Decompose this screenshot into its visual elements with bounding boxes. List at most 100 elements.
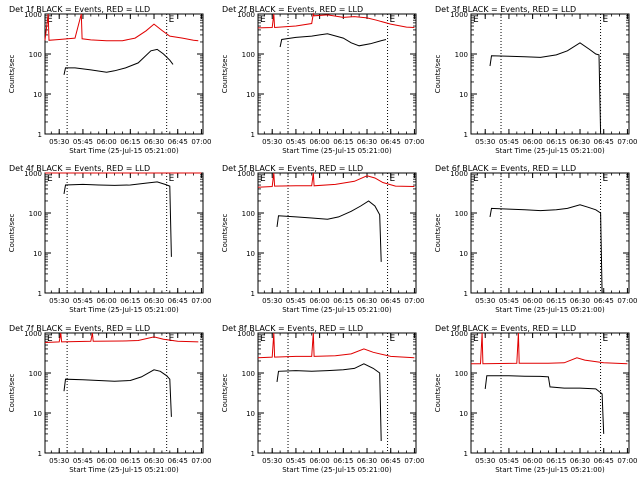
y-axis-label: Counts/sec xyxy=(8,55,16,94)
y-tick-label: 1 xyxy=(464,131,468,139)
marker-label-end: E xyxy=(603,15,609,25)
x-tick-label: 06:45 xyxy=(168,457,188,465)
x-tick-label: 06:45 xyxy=(381,138,401,146)
y-tick-label: 100 xyxy=(455,51,468,59)
marker-label-start: E xyxy=(473,174,479,184)
events-rate-line xyxy=(279,33,387,48)
x-tick-label: 06:30 xyxy=(570,297,590,305)
y-tick-label: 1 xyxy=(251,290,255,298)
x-tick-label: 05:45 xyxy=(73,138,93,146)
y-tick-label: 1 xyxy=(38,290,42,298)
marker-label-end: E xyxy=(390,334,396,344)
x-tick-label: 07:00 xyxy=(404,138,424,146)
x-tick-label: 06:00 xyxy=(97,297,117,305)
marker-label-start: E xyxy=(260,174,266,184)
y-tick-label: 100 xyxy=(242,51,255,59)
panel-title: Det 3f BLACK = Events, RED = LLD xyxy=(435,5,576,14)
x-tick-label: 05:45 xyxy=(286,297,306,305)
y-tick-label: 1000 xyxy=(24,170,42,178)
x-tick-label: 05:45 xyxy=(499,457,519,465)
x-axis-label: Start Time (25-Jul-15 05:21:00) xyxy=(69,147,179,155)
panel-title: Det 5f BLACK = Events, RED = LLD xyxy=(222,164,363,173)
x-axis-label: Start Time (25-Jul-15 05:21:00) xyxy=(282,466,392,474)
y-tick-label: 1 xyxy=(38,450,42,458)
marker-label-end: E xyxy=(169,334,175,344)
x-tick-label: 05:30 xyxy=(475,297,495,305)
x-tick-label: 06:30 xyxy=(357,457,377,465)
panel-title: Det 7f BLACK = Events, RED = LLD xyxy=(9,324,150,333)
panel-title: Det 6f BLACK = Events, RED = LLD xyxy=(435,164,576,173)
x-axis-label: Start Time (25-Jul-15 05:21:00) xyxy=(69,306,179,314)
marker-label-start: E xyxy=(473,334,479,344)
x-tick-label: 06:00 xyxy=(523,297,543,305)
y-tick-label: 10 xyxy=(33,410,42,418)
y-tick-label: 1 xyxy=(251,450,255,458)
x-tick-label: 06:00 xyxy=(523,138,543,146)
y-tick-label: 1000 xyxy=(450,11,468,19)
y-tick-label: 100 xyxy=(455,370,468,378)
y-tick-label: 10 xyxy=(246,250,255,258)
x-tick-label: 06:15 xyxy=(546,297,566,305)
y-tick-label: 10 xyxy=(459,250,468,258)
x-tick-label: 06:45 xyxy=(168,297,188,305)
events-rate-line xyxy=(489,204,603,294)
x-tick-label: 05:45 xyxy=(286,457,306,465)
y-tick-label: 1000 xyxy=(24,11,42,19)
plot-frame xyxy=(44,172,204,294)
y-tick-label: 1000 xyxy=(450,170,468,178)
events-rate-line xyxy=(63,48,174,76)
x-tick-label: 07:00 xyxy=(617,297,637,305)
panel-3: Det 3f BLACK = Events, RED = LLD 1 10 100 10… xyxy=(434,5,638,155)
x-tick-label: 05:30 xyxy=(49,138,69,146)
y-tick-label: 1 xyxy=(38,131,42,139)
y-axis-label: Counts/sec xyxy=(434,214,442,253)
y-tick-label: 100 xyxy=(455,210,468,218)
marker-label-start: E xyxy=(47,15,53,25)
y-tick-label: 10 xyxy=(33,91,42,99)
x-tick-label: 05:30 xyxy=(262,297,282,305)
y-tick-label: 1 xyxy=(464,450,468,458)
y-tick-label: 10 xyxy=(459,91,468,99)
marker-label-start: E xyxy=(260,15,266,25)
x-tick-label: 06:15 xyxy=(546,138,566,146)
y-axis-label: Counts/sec xyxy=(434,374,442,413)
marker-label-start: E xyxy=(473,15,479,25)
x-tick-label: 06:30 xyxy=(144,297,164,305)
y-tick-label: 1000 xyxy=(450,330,468,338)
y-tick-label: 10 xyxy=(246,91,255,99)
x-tick-label: 05:30 xyxy=(475,457,495,465)
x-tick-label: 05:30 xyxy=(475,138,495,146)
x-tick-label: 06:30 xyxy=(357,297,377,305)
y-tick-label: 1000 xyxy=(24,330,42,338)
x-tick-label: 05:30 xyxy=(262,138,282,146)
x-tick-label: 05:45 xyxy=(73,297,93,305)
y-tick-label: 100 xyxy=(242,210,255,218)
x-tick-label: 06:15 xyxy=(546,457,566,465)
y-tick-label: 1000 xyxy=(237,170,255,178)
x-axis-label: Start Time (25-Jul-15 05:21:00) xyxy=(495,147,605,155)
x-tick-label: 05:30 xyxy=(49,297,69,305)
x-tick-label: 06:45 xyxy=(168,138,188,146)
x-tick-label: 06:45 xyxy=(594,457,614,465)
x-tick-label: 06:45 xyxy=(594,297,614,305)
x-tick-label: 06:45 xyxy=(381,297,401,305)
panel-4: Det 4f BLACK = Events, RED = LLD 1 10 100 10… xyxy=(8,164,212,314)
lld-rate-line xyxy=(257,172,415,188)
y-axis-label: Counts/sec xyxy=(434,55,442,94)
y-tick-label: 10 xyxy=(33,250,42,258)
lld-rate-line xyxy=(44,332,199,343)
plot-frame xyxy=(44,13,204,135)
x-tick-label: 06:00 xyxy=(97,457,117,465)
marker-label-end: E xyxy=(390,174,396,184)
marker-label-start: E xyxy=(47,174,53,184)
panel-5: Det 5f BLACK = Events, RED = LLD 1 10 100 10… xyxy=(221,164,425,314)
y-tick-label: 1000 xyxy=(237,330,255,338)
x-axis-label: Start Time (25-Jul-15 05:21:00) xyxy=(282,306,392,314)
panel-6: Det 6f BLACK = Events, RED = LLD 1 10 100 10… xyxy=(434,164,638,314)
marker-label-end: E xyxy=(169,15,175,25)
x-tick-label: 06:45 xyxy=(381,457,401,465)
y-tick-label: 100 xyxy=(29,51,42,59)
x-tick-label: 06:15 xyxy=(333,138,353,146)
panel-title: Det 1f BLACK = Events, RED = LLD xyxy=(9,5,150,14)
